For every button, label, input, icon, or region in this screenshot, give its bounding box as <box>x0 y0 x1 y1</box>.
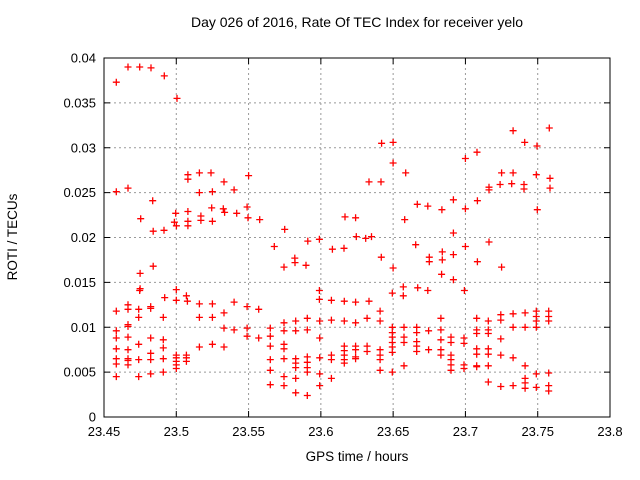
y-tick-label: 0.015 <box>63 275 96 290</box>
y-tick-label: 0.02 <box>71 230 96 245</box>
y-tick-label: 0.005 <box>63 365 96 380</box>
y-tick-label: 0.025 <box>63 185 96 200</box>
x-tick-label: 23.8 <box>597 424 622 439</box>
y-axis-label: ROTI / TECUs <box>5 193 20 280</box>
y-tick-label: 0.04 <box>71 51 96 66</box>
x-tick-label: 23.65 <box>377 424 410 439</box>
x-tick-label: 23.45 <box>88 424 121 439</box>
tick-marks <box>103 57 611 418</box>
y-tick-label: 0 <box>89 410 96 425</box>
data-points <box>112 63 554 399</box>
x-tick-label: 23.6 <box>308 424 333 439</box>
y-tick-label: 0.035 <box>63 95 96 110</box>
x-tick-label: 23.75 <box>521 424 554 439</box>
chart-title: Day 026 of 2016, Rate Of TEC Index for r… <box>191 14 523 30</box>
gridlines <box>104 58 610 417</box>
x-tick-label: 23.5 <box>164 424 189 439</box>
x-tick-label: 23.7 <box>453 424 478 439</box>
x-axis-label: GPS time / hours <box>306 449 409 464</box>
y-tick-labels: 0 0.005 0.01 0.015 0.02 0.025 0.03 0.035 0.04 <box>63 51 96 425</box>
y-tick-label: 0.03 <box>71 140 96 155</box>
x-tick-label: 23.55 <box>232 424 265 439</box>
scatter-plus-markers <box>112 63 554 399</box>
x-tick-labels: 23.45 23.5 23.55 23.6 23.65 23.7 23.75 23.8 <box>88 424 623 439</box>
y-tick-label: 0.01 <box>71 320 96 335</box>
